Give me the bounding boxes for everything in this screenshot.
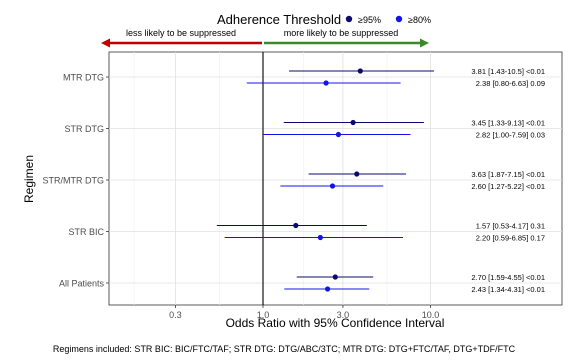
ci-label: 3.63 [1.87-7.15] <0.01 [471, 170, 545, 179]
y-tick-label: MTR DTG [63, 73, 104, 83]
legend-label-80: ≥80% [408, 15, 431, 25]
estimate-point [335, 131, 342, 138]
y-tick-label: STR/MTR DTG [43, 176, 105, 186]
legend-title: Adherence Threshold [217, 12, 341, 27]
x-tick-label: 3.0 [337, 310, 350, 320]
estimate-point [332, 274, 338, 280]
right-arrow-head [420, 38, 429, 48]
legend-dot-95 [345, 15, 353, 23]
estimate-point [350, 119, 356, 126]
y-tick-label: All Patients [59, 279, 105, 289]
x-axis-title: Odds Ratio with 95% Confidence Interval [226, 316, 445, 330]
estimate-point [323, 80, 329, 86]
estimate-point [357, 68, 363, 74]
left-arrow-label: less likely to be suppressed [126, 28, 236, 38]
legend-dot-80 [395, 15, 403, 23]
ci-label: 2.43 [1.34-4.31] <0.01 [471, 285, 545, 294]
y-tick-label: STR DTG [65, 124, 105, 134]
estimate-point [354, 171, 360, 177]
estimate-point [293, 222, 299, 229]
ci-label: 3.81 [1.43-10.5] <0.01 [471, 67, 545, 76]
ci-label: 2.82 [1.00-7.59] 0.03 [476, 131, 545, 140]
ci-labels: 3.81 [1.43-10.5] <0.01 3.45 [1.33-9.13] <… [471, 67, 545, 294]
ci-label: 1.57 [0.53-4.17] 0.31 [476, 222, 545, 231]
footnote: Regimens included: STR BIC: BIC/FTC/TAF;… [53, 344, 516, 354]
legend: Adherence Threshold ≥95% ≥80% [217, 12, 431, 27]
x-tick-label: 10.0 [422, 310, 440, 320]
plot-panel [108, 51, 563, 306]
right-arrow-label: more likely to be suppressed [284, 28, 399, 38]
gridlines [109, 52, 562, 305]
ci-label: 2.60 [1.27-5.22] <0.01 [471, 182, 545, 191]
ci-label: 2.20 [0.59-6.85] 0.17 [476, 234, 545, 243]
estimate-point [317, 234, 323, 241]
x-axis: 0.3 1.0 3.0 10.0 [169, 305, 439, 320]
plot-area: 3.81 [1.43-10.5] <0.01 3.45 [1.33-9.13] <… [108, 51, 563, 306]
legend-label-95: ≥95% [358, 15, 381, 25]
x-tick-label: 0.3 [169, 310, 182, 320]
ci-label: 3.45 [1.33-9.13] <0.01 [471, 119, 545, 128]
left-arrow-head [101, 38, 110, 48]
direction-arrows: less likely to be suppressed more likely… [101, 28, 429, 48]
ci-label: 2.38 [0.80-6.63] 0.09 [476, 79, 545, 88]
y-axis-title: Regimen [22, 155, 36, 203]
y-axis: MTR DTG STR DTG STR/MTR DTG STR BIC All Pati… [43, 73, 109, 289]
ci-label: 2.70 [1.59-4.55] <0.01 [471, 273, 545, 282]
marks [216, 68, 435, 292]
y-tick-label: STR BIC [68, 227, 104, 237]
x-tick-label: 1.0 [257, 310, 270, 320]
estimate-point [324, 286, 331, 292]
estimate-point [329, 183, 336, 189]
